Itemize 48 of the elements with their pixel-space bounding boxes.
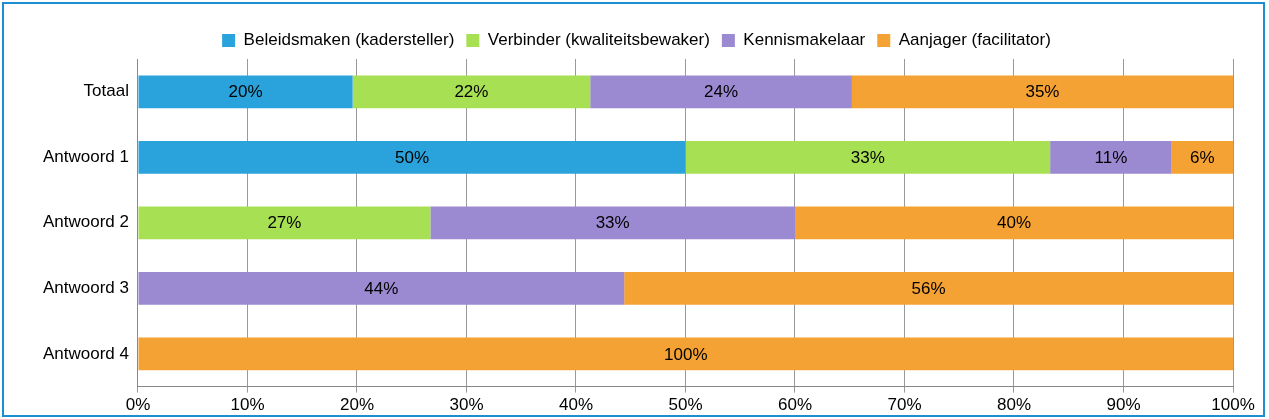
- x-tick-label: 0%: [125, 395, 151, 415]
- data-label: 35%: [1025, 82, 1060, 102]
- bar: [138, 271, 625, 305]
- y-tick-label: Antwoord 4: [43, 343, 129, 363]
- bar: [430, 206, 795, 240]
- data-label: 50%: [394, 147, 430, 167]
- bar: [1050, 140, 1172, 174]
- bar: [138, 140, 686, 174]
- y-tick-label: Antwoord 1: [43, 146, 129, 166]
- x-tick-label: 20%: [339, 395, 375, 415]
- data-label: 40%: [996, 213, 1032, 233]
- legend-label: Beleidsmaken (kadersteller): [243, 30, 455, 50]
- data-label: 6%: [1190, 147, 1215, 167]
- data-label: 24%: [704, 82, 739, 102]
- data-label: 33%: [595, 213, 630, 233]
- bar: [352, 75, 591, 109]
- data-label: 22%: [454, 82, 489, 102]
- bar: [795, 206, 1233, 240]
- x-tick-label: 70%: [887, 395, 922, 415]
- bar: [1171, 140, 1233, 174]
- data-label: 56%: [911, 279, 946, 299]
- data-label: 20%: [228, 82, 263, 102]
- x-tick-label: 80%: [996, 395, 1032, 415]
- bar: [138, 206, 431, 240]
- legend-label: Aanjager (facilitator): [898, 30, 1051, 50]
- data-label: 44%: [364, 279, 399, 299]
- y-tick-label: Antwoord 3: [43, 278, 129, 298]
- legend-label: Verbinder (kwaliteitsbewaker): [487, 30, 710, 50]
- bar: [685, 140, 1051, 174]
- data-label: 33%: [850, 147, 885, 167]
- bar: [851, 75, 1233, 109]
- data-label: 11%: [1094, 147, 1128, 167]
- bar: [624, 271, 1233, 305]
- x-tick-label: 40%: [558, 395, 594, 415]
- x-tick-label: 50%: [668, 395, 703, 415]
- x-tick-label: 30%: [449, 395, 484, 415]
- x-tick-label: 10%: [230, 395, 265, 415]
- x-tick-label: 100%: [1211, 395, 1255, 415]
- data-label: 100%: [664, 344, 708, 364]
- x-tick-label: 60%: [777, 395, 813, 415]
- data-label: 27%: [267, 213, 302, 233]
- y-tick-label: Antwoord 2: [43, 212, 129, 232]
- x-tick-label: 90%: [1106, 395, 1141, 415]
- bar: [590, 75, 852, 109]
- legend-label: Kennismakelaar: [743, 30, 866, 50]
- y-tick-label: Totaal: [83, 81, 129, 101]
- bar: [138, 337, 1233, 371]
- bar: [138, 75, 353, 109]
